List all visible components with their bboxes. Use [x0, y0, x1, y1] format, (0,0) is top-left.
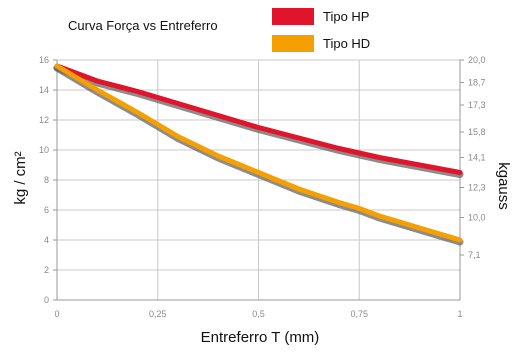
y-tick-label: 0	[44, 295, 49, 305]
y-tick-label: 14	[39, 85, 49, 95]
y-tick-label: 12	[39, 115, 49, 125]
x-tick-label: 1	[457, 309, 462, 319]
x-tick-label: 0,25	[149, 309, 167, 319]
y-tick-label: 2	[44, 265, 49, 275]
y2-tick-label: 14,1	[468, 153, 486, 163]
y2-axis-label: kgauss	[495, 162, 512, 210]
series-line	[54, 63, 463, 243]
series-1	[53, 63, 464, 178]
y-tick-label: 8	[44, 175, 49, 185]
series-group	[53, 63, 464, 246]
series-line	[54, 63, 463, 175]
y2-tick-label: 15,8	[468, 127, 486, 137]
grid	[56, 59, 461, 301]
y2-tick-label: 17,3	[468, 100, 486, 110]
y-tick-label: 6	[44, 205, 49, 215]
y2-tick-label: 12,3	[468, 183, 486, 193]
x-tick-label: 0,5	[252, 309, 265, 319]
x-tick-label: 0	[54, 309, 59, 319]
legend-label: Tipo HP	[323, 9, 369, 24]
chart-title: Curva Força vs Entreferro	[68, 18, 218, 33]
legend: Tipo HP Tipo HD	[272, 8, 370, 52]
y2-tick-label: 18,7	[468, 78, 486, 88]
y-tick-label: 4	[44, 235, 49, 245]
y-tick-label: 16	[39, 55, 49, 65]
x-tick-label: 0,75	[350, 309, 368, 319]
y2-tick-label: 7,1	[468, 250, 481, 260]
y-axis-label: kg / cm²	[12, 151, 29, 204]
y2-tick-label: 10,0	[468, 213, 486, 223]
y-tick-label: 10	[39, 145, 49, 155]
legend-label: Tipo HD	[323, 36, 370, 51]
legend-swatch	[272, 35, 314, 52]
series-2	[53, 63, 464, 246]
legend-swatch	[272, 8, 314, 25]
y2-tick-label: 20,0	[468, 55, 486, 65]
x-axis-label: Entreferro T (mm)	[201, 329, 320, 346]
